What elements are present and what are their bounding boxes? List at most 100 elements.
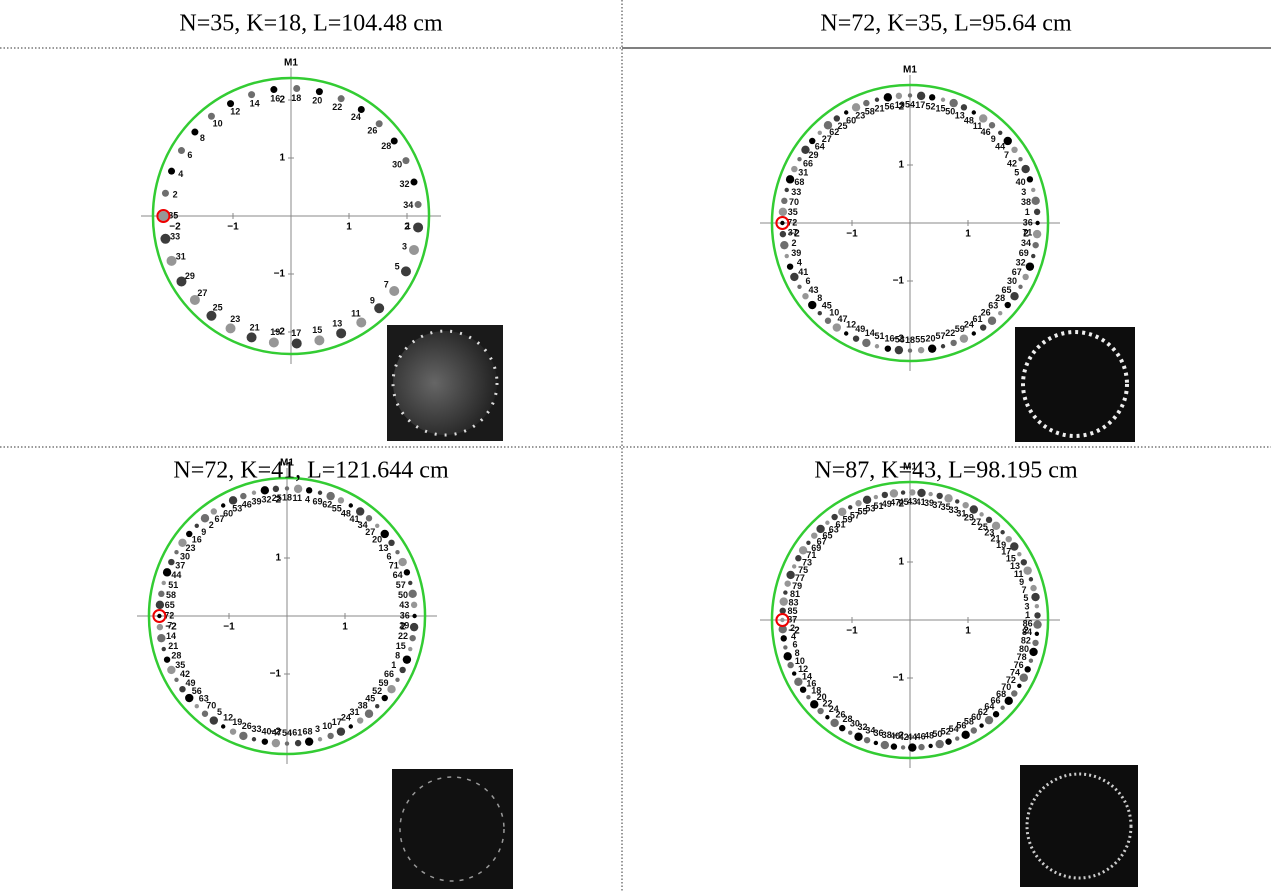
axis-label: M1 <box>280 458 294 469</box>
point-label: 68 <box>996 689 1006 699</box>
point-label: 22 <box>822 698 832 708</box>
point <box>161 646 166 652</box>
point <box>162 568 172 577</box>
point <box>802 292 809 300</box>
point <box>806 540 811 545</box>
point-label: 72 <box>787 217 797 227</box>
point <box>1026 176 1034 183</box>
point <box>811 532 818 539</box>
point <box>880 740 890 750</box>
start-marker <box>775 216 790 230</box>
point-label: 55 <box>857 507 867 517</box>
point <box>780 635 787 642</box>
point <box>1017 683 1022 688</box>
x-tick-label: 1 <box>965 229 971 240</box>
point <box>1035 220 1040 226</box>
y-tick-label: −1 <box>893 673 905 684</box>
point-label: 22 <box>398 631 408 641</box>
point <box>791 564 797 569</box>
point <box>833 115 841 122</box>
x-tick-label: 2 <box>1023 626 1029 637</box>
x-tick-label: 2 <box>404 222 410 233</box>
point-label: 21 <box>990 533 1000 543</box>
point <box>194 704 199 709</box>
point-label: 81 <box>790 589 800 599</box>
point <box>790 272 799 282</box>
point-label: 8 <box>817 293 822 303</box>
point-label: 16 <box>192 535 202 545</box>
axis-label: M1 <box>284 58 298 69</box>
point <box>862 495 872 505</box>
point-label: 15 <box>312 325 322 335</box>
point-label: 74 <box>1010 668 1020 678</box>
point <box>978 114 988 123</box>
point-label: 1 <box>1025 610 1030 620</box>
point <box>409 634 416 642</box>
point-label: 26 <box>367 125 377 135</box>
point <box>797 157 802 162</box>
point <box>375 704 380 709</box>
point-label: 52 <box>941 727 951 737</box>
point <box>785 175 795 184</box>
point <box>389 286 400 297</box>
point <box>984 715 994 725</box>
point <box>927 344 937 353</box>
point <box>873 494 879 500</box>
point-label: 12 <box>230 107 240 117</box>
point-label: 8 <box>795 648 800 658</box>
point-label: 62 <box>978 707 988 717</box>
point <box>1022 273 1029 281</box>
point <box>928 491 933 497</box>
point <box>874 97 880 102</box>
point <box>851 103 861 112</box>
point <box>294 739 302 747</box>
point-label: 4 <box>178 169 183 179</box>
point-label: 48 <box>924 731 934 741</box>
point <box>810 700 819 709</box>
panel-title: N=35, K=18, L=104.48 cm <box>179 11 443 37</box>
x-tick-label: 1 <box>346 222 352 233</box>
point <box>1028 658 1034 663</box>
inset-photo <box>1020 765 1138 887</box>
point-label: 64 <box>984 701 994 711</box>
point-label: 72 <box>1006 675 1016 685</box>
x-tick-label: 2 <box>400 622 406 633</box>
point-label: 32 <box>1016 258 1026 268</box>
point <box>1000 705 1005 710</box>
point-label: 50 <box>932 729 942 739</box>
point-label: 18 <box>811 686 821 696</box>
point <box>210 508 218 515</box>
point <box>1032 229 1042 239</box>
point-label: 65 <box>165 600 175 610</box>
point <box>268 337 279 348</box>
point-label: 84 <box>1022 627 1032 637</box>
point <box>1004 301 1011 309</box>
point <box>787 661 794 669</box>
point <box>1019 673 1028 682</box>
point-label: 83 <box>788 597 798 607</box>
point-label: 38 <box>882 730 892 740</box>
point-label: 28 <box>381 141 391 151</box>
point-label: 42 <box>1007 159 1017 169</box>
point-label: 11 <box>1014 569 1024 579</box>
point <box>917 346 925 354</box>
point <box>825 520 830 525</box>
boundary-circle <box>770 480 1050 760</box>
point <box>201 710 209 717</box>
point <box>174 677 179 682</box>
point <box>791 165 798 173</box>
point-label: 62 <box>829 127 839 137</box>
point <box>408 589 417 599</box>
x-tick-label: −1 <box>227 222 239 233</box>
point-label: 4 <box>791 631 796 641</box>
point-label: 60 <box>223 508 233 518</box>
point-label: 5 <box>1014 168 1019 178</box>
point <box>161 580 166 586</box>
point-label: 22 <box>945 328 955 338</box>
point <box>863 99 870 107</box>
axis-label: M1 <box>903 65 917 76</box>
axis-label: M1 <box>903 462 917 473</box>
point <box>779 607 786 614</box>
point <box>410 178 418 186</box>
point <box>817 311 822 316</box>
